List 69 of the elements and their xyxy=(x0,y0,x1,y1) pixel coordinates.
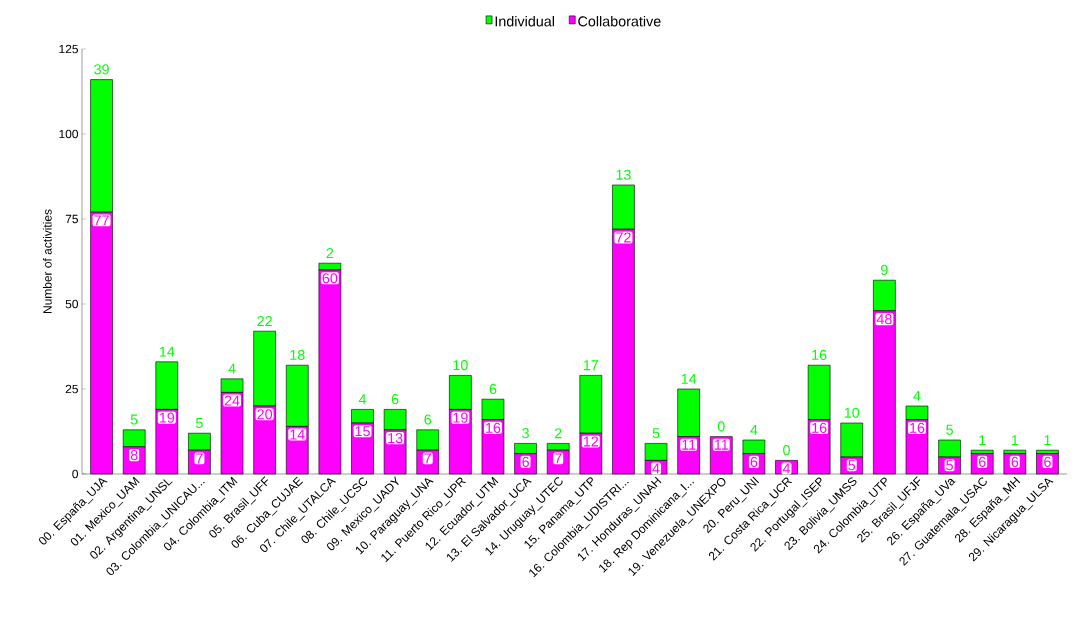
data-label: 5 xyxy=(652,428,660,439)
data-label: 16 xyxy=(910,422,925,433)
data-label: 11 xyxy=(714,439,729,450)
data-label: 8 xyxy=(130,449,138,461)
data-label: 72 xyxy=(616,232,631,243)
data-label: 9 xyxy=(881,264,888,275)
y-tick-label: 125 xyxy=(59,44,78,54)
data-label: 77 xyxy=(94,215,109,226)
data-label: 48 xyxy=(876,313,892,325)
y-tick-label: 100 xyxy=(59,129,79,139)
data-label: 17 xyxy=(583,360,599,371)
data-label: 14 xyxy=(290,429,305,440)
data-label: 3 xyxy=(522,428,529,439)
y-tick-label: 50 xyxy=(65,299,79,309)
data-label: 1 xyxy=(1011,435,1019,445)
data-label: 10 xyxy=(453,360,468,371)
legend-label: Collaborative xyxy=(578,15,661,27)
data-label: 10 xyxy=(844,407,860,418)
data-label: 16 xyxy=(486,422,501,433)
data-label: 2 xyxy=(326,247,334,258)
data-label: 6 xyxy=(1011,456,1019,467)
data-label: 4 xyxy=(228,363,236,374)
data-label: 1 xyxy=(1044,435,1051,445)
data-label: 20 xyxy=(257,409,273,420)
data-label: 4 xyxy=(652,463,660,474)
y-tick-label: 75 xyxy=(65,214,78,224)
data-label: 5 xyxy=(196,417,203,428)
data-label: 7 xyxy=(196,453,203,464)
data-label: 6 xyxy=(424,414,432,425)
data-label: 11 xyxy=(682,439,696,450)
data-label: 14 xyxy=(159,346,175,357)
data-label: 19 xyxy=(159,412,175,423)
data-label: 0 xyxy=(717,421,725,432)
data-label: 6 xyxy=(978,456,986,467)
data-label: 39 xyxy=(94,64,109,75)
data-label: 16 xyxy=(812,422,827,433)
data-label: 22 xyxy=(257,315,272,326)
data-label: 16 xyxy=(812,349,827,360)
data-label: 15 xyxy=(355,426,370,437)
data-label: 24 xyxy=(224,395,240,406)
data-label: 4 xyxy=(913,390,921,401)
y-axis-title: Number of activities xyxy=(42,209,52,313)
data-label: 18 xyxy=(290,349,305,360)
data-label: 6 xyxy=(391,394,399,405)
data-label: 19 xyxy=(453,412,468,423)
data-label: 14 xyxy=(681,373,697,384)
data-label: 12 xyxy=(583,436,599,447)
data-label: 13 xyxy=(616,169,631,180)
data-label: 6 xyxy=(750,456,758,467)
y-tick-label: 0 xyxy=(72,469,79,479)
data-label: 5 xyxy=(848,460,856,471)
data-label: 4 xyxy=(750,424,758,435)
data-label: 6 xyxy=(489,383,497,394)
data-label: 5 xyxy=(946,460,953,471)
data-label: 5 xyxy=(130,414,138,425)
data-label: 5 xyxy=(946,424,953,435)
legend-label: Individual xyxy=(495,15,554,27)
data-label: 2 xyxy=(554,428,562,439)
data-label: 13 xyxy=(388,432,403,444)
data-label: 4 xyxy=(782,463,791,474)
data-label: 6 xyxy=(1044,456,1051,467)
data-label: 4 xyxy=(358,394,367,405)
data-label: 7 xyxy=(554,453,562,464)
data-label: 60 xyxy=(322,273,338,284)
y-tick-label: 25 xyxy=(65,384,78,394)
data-label: 0 xyxy=(783,445,790,456)
data-label: 6 xyxy=(522,456,529,467)
data-label: 1 xyxy=(979,435,986,445)
data-label: 7 xyxy=(424,453,431,464)
